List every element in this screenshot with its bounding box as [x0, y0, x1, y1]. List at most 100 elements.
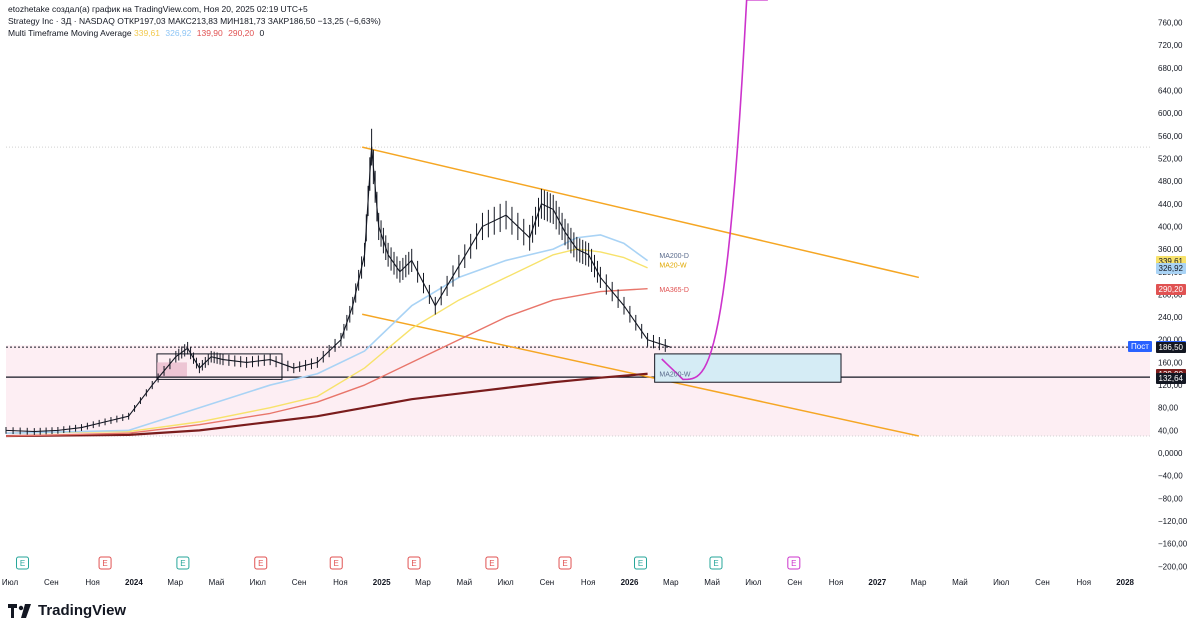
symbol-line[interactable]: Strategy Inc · 3Д · NASDAQ ОТКР197,03 МА…: [8, 16, 381, 26]
time-tick-label: Мар: [415, 578, 431, 587]
ma-annotation: MA365-D: [659, 287, 689, 294]
time-tick-label: Сен: [292, 578, 307, 587]
svg-text:E: E: [180, 559, 185, 568]
time-tick-label: Июл: [250, 578, 267, 587]
ma-annotation: MA20-W: [659, 262, 687, 269]
svg-text:E: E: [489, 559, 494, 568]
price-tick-label: 280,00: [1158, 290, 1183, 299]
price-tick-label: 240,00: [1158, 313, 1183, 322]
price-tick-label: −80,00: [1158, 494, 1183, 503]
earnings-marker-icon[interactable]: E: [98, 556, 112, 570]
ma200w-line: [5, 372, 648, 438]
pink-zone: [6, 345, 1150, 437]
price-tick-label: −200,00: [1158, 562, 1188, 571]
indicator-value-1: 339,61: [134, 28, 160, 38]
indicator-values: 339,61 326,92 139,90 290,20 0: [134, 28, 267, 38]
earnings-marker-icon[interactable]: E: [407, 556, 421, 570]
channel-upper-line: [362, 146, 920, 279]
price-tick-label: 560,00: [1158, 132, 1183, 141]
time-tick-label: Мар: [911, 578, 927, 587]
price-tick-label: −120,00: [1158, 517, 1188, 526]
earnings-marker-icon[interactable]: E: [254, 556, 268, 570]
time-tick-label: Июл: [2, 578, 19, 587]
price-tag: 186,50: [1155, 342, 1186, 354]
price-tag: 290,20: [1155, 283, 1186, 295]
chart-canvas[interactable]: 760,00 720,00 680,00 640,00 600,00 560,00 520,…: [0, 0, 1200, 600]
price-tick-label: 680,00: [1158, 64, 1183, 73]
price-tick-label: 160,00: [1158, 358, 1183, 367]
price-tick-label: 360,00: [1158, 245, 1183, 254]
time-tick-label: Сен: [540, 578, 555, 587]
time-tick-label: 2024: [125, 578, 143, 587]
ma-annotation: MA200-W: [659, 372, 691, 379]
ma-annotation: MA200-D: [659, 253, 689, 260]
time-tick-label: Сен: [1035, 578, 1050, 587]
svg-text:E: E: [791, 559, 796, 568]
earnings-marker-icon[interactable]: E: [558, 556, 572, 570]
indicator-name: Multi Timeframe Moving Average: [8, 28, 132, 38]
earnings-marker-icon[interactable]: E: [485, 556, 499, 570]
price-tick-label: 120,00: [1158, 381, 1183, 390]
time-tick-label: 2028: [1116, 578, 1134, 587]
price-tick-label: −160,00: [1158, 540, 1188, 549]
svg-text:E: E: [562, 559, 567, 568]
indicator-value-2: 326,92: [165, 28, 192, 38]
earnings-marker-icon[interactable]: E: [329, 556, 343, 570]
price-tick-label: 440,00: [1158, 200, 1183, 209]
indicator-value-3: 139,90: [196, 28, 223, 38]
price-tick-label: 0,0000: [1158, 449, 1183, 458]
footer-brand: TradingView: [8, 602, 126, 619]
svg-text:E: E: [102, 559, 107, 568]
post-market-label: Пост: [1128, 340, 1152, 352]
earnings-marker-icon[interactable]: E: [176, 556, 190, 570]
time-tick-label: Май: [704, 578, 720, 587]
indicator-line[interactable]: Multi Timeframe Moving Average 339,61 32…: [8, 27, 381, 39]
time-tick-label: Сен: [787, 578, 802, 587]
time-tick-label: 2027: [868, 578, 886, 587]
time-tick-label: Ноя: [1077, 578, 1092, 587]
earnings-marker-icon[interactable]: E: [16, 556, 30, 570]
time-tick-label: Ноя: [333, 578, 348, 587]
svg-text:E: E: [411, 559, 416, 568]
time-tick-label: Июл: [745, 578, 762, 587]
indicator-value-4: 290,20: [228, 28, 255, 38]
earnings-marker-icon[interactable]: E: [709, 556, 723, 570]
time-tick-label: 2026: [621, 578, 639, 587]
parabola-projection: [661, 0, 768, 381]
credit-line: etozhetake создал(а) график на TradingVi…: [8, 4, 308, 14]
price-tag: 326,92: [1155, 262, 1186, 274]
svg-text:E: E: [334, 559, 339, 568]
earnings-marker-icon[interactable]: E: [634, 556, 648, 570]
price-tag: 339,61: [1155, 255, 1186, 267]
price-tick-label: 640,00: [1158, 86, 1183, 95]
price-tick-label: 400,00: [1158, 222, 1183, 231]
price-tag: 132,64: [1155, 372, 1186, 384]
price-tick-label: 200,00: [1158, 336, 1183, 345]
time-tick-label: Июл: [497, 578, 514, 587]
time-tick-label: Май: [456, 578, 472, 587]
price-tick-label: 760,00: [1158, 18, 1183, 27]
price-tick-label: 480,00: [1158, 177, 1183, 186]
ma200d-line: [5, 234, 649, 435]
price-tick-label: 80,00: [1158, 404, 1179, 413]
svg-text:E: E: [638, 559, 643, 568]
time-tick-label: Ноя: [581, 578, 596, 587]
price-tick-label: −40,00: [1158, 472, 1183, 481]
time-tick-label: Мар: [663, 578, 679, 587]
time-tick-label: Май: [952, 578, 968, 587]
time-tick-label: Май: [209, 578, 225, 587]
tradingview-logo-icon: [8, 603, 32, 618]
indicator-value-5: 0: [259, 28, 265, 38]
price-tick-label: 600,00: [1158, 109, 1183, 118]
price-tick-label: 520,00: [1158, 154, 1183, 163]
time-tick-label: Ноя: [85, 578, 100, 587]
time-tick-label: Сен: [44, 578, 59, 587]
price-tick-label: 720,00: [1158, 41, 1183, 50]
target-box: [654, 353, 842, 383]
time-tick-label: Ноя: [829, 578, 844, 587]
svg-text:E: E: [258, 559, 263, 568]
time-tick-label: Июл: [993, 578, 1010, 587]
ma365d-line: [5, 287, 648, 437]
chart-header: etozhetake создал(а) график на TradingVi…: [8, 3, 381, 39]
earnings-marker-icon[interactable]: E: [787, 556, 801, 570]
